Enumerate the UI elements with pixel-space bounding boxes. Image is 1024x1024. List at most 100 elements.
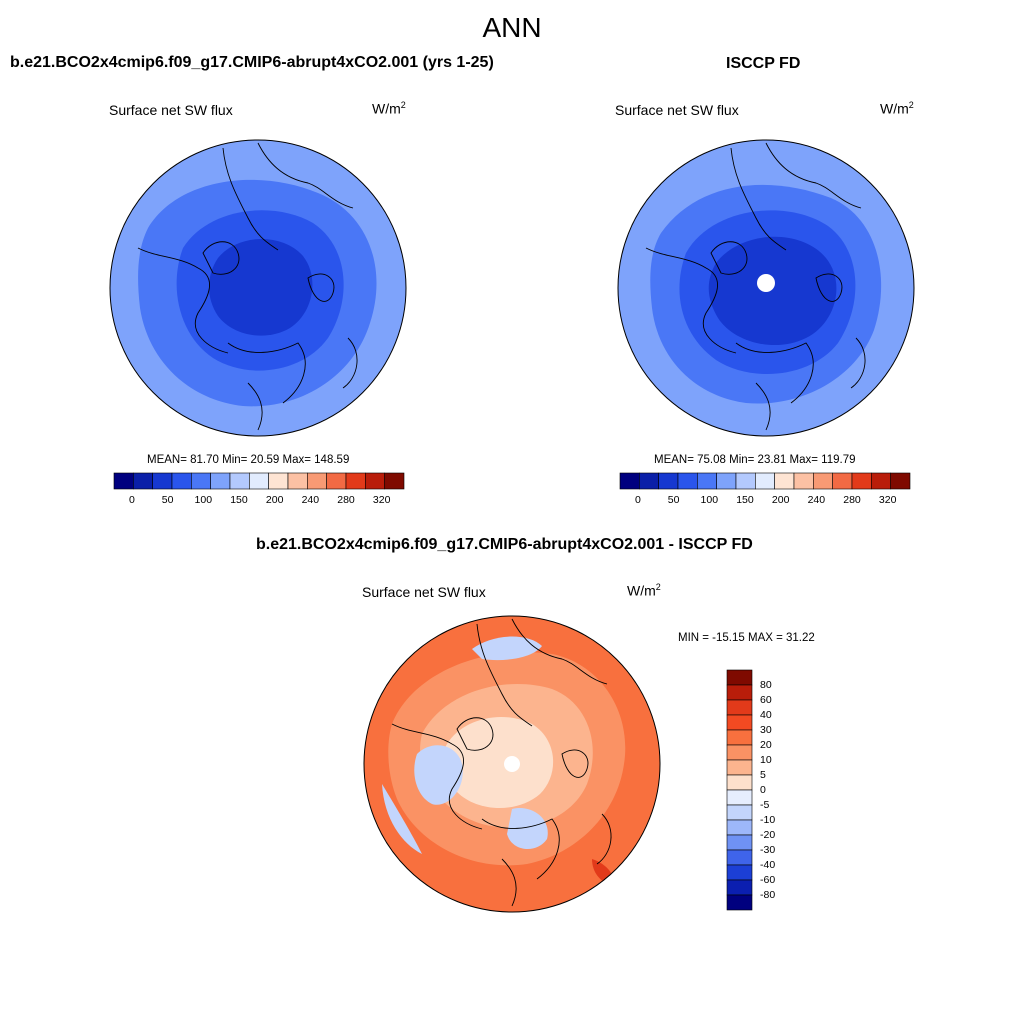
diff-negative-region-3	[507, 808, 548, 850]
diff-colorbar-tick-label: 30	[760, 724, 772, 736]
panel2-colorbar	[619, 472, 911, 490]
diff-colorbar-tick-label: -10	[760, 814, 776, 826]
diff-colorbar-swatch	[726, 729, 753, 746]
panel1-core-field	[209, 238, 313, 336]
panel1-stats: MEAN= 81.70 Min= 20.59 Max= 148.59	[147, 454, 350, 466]
diff-colorbar-swatch	[726, 744, 753, 761]
diff-colorbar-tick-label: 5	[760, 769, 766, 781]
panel1-colorbar-swatch	[287, 472, 308, 490]
panel2-colorbar-tick-label: 100	[700, 494, 719, 506]
diff-colorbar-swatch	[726, 759, 753, 776]
panel2-colorbar-swatch	[851, 472, 872, 490]
diff-colorbar-swatch	[726, 849, 753, 866]
diff-colorbar-tick-label: 80	[760, 679, 772, 691]
panel1-colorbar-tick-label: 280	[337, 494, 355, 506]
panel1-colorbar-swatch	[384, 472, 405, 490]
panel2-colorbar-swatch	[735, 472, 756, 490]
panel2-colorbar-tick-label: 320	[878, 494, 897, 506]
panel2-colorbar-swatch	[639, 472, 659, 490]
diff-colorbar-tick-label: -30	[760, 844, 776, 856]
panel1-colorbar-swatch	[133, 472, 153, 490]
diff-coastlines	[391, 618, 612, 907]
diff-colorbar-swatch	[726, 699, 753, 716]
panel2-colorbar-swatch	[716, 472, 737, 490]
panel2-coastlines	[645, 142, 866, 431]
panel2-variable-label: Surface net SW flux	[615, 102, 739, 118]
panel1-polar-map	[109, 139, 407, 437]
panel1-colorbar-tick-label: 50	[161, 494, 174, 506]
panel1-variable-label: Surface net SW flux	[109, 102, 233, 118]
panel2-colorbar-tick-label: 50	[667, 494, 680, 506]
diff-negative-region-2	[472, 636, 542, 661]
panel1-colorbar-swatch	[249, 472, 269, 490]
diff-variable-label: Surface net SW flux	[362, 584, 486, 600]
panel1-colorbar-tick-label: 320	[372, 494, 391, 506]
diff-colorbar-tick-label: -80	[760, 889, 776, 901]
panel1-colorbar-swatch	[345, 472, 366, 490]
diff-polar-map	[363, 615, 661, 913]
panel1-units: W/m2	[372, 100, 406, 117]
panel2-colorbar-swatch	[677, 472, 698, 490]
diff-colorbar-swatch	[726, 774, 753, 791]
diff-colorbar-tick-label: 0	[760, 784, 766, 796]
diff-colorbar-tick-label: 60	[760, 694, 772, 706]
panel2-colorbar-tick-label: 150	[736, 494, 754, 506]
main-title: ANN	[482, 12, 542, 43]
panel2-colorbar-swatch	[793, 472, 814, 490]
diff-colorbar-labels: 80 60 40 30 20 10 5 0 -5 -10 -20 -30 -40 -60 -80	[760, 670, 800, 910]
panel2-colorbar-swatch	[813, 472, 833, 490]
panel1-colorbar-swatch	[210, 472, 231, 490]
diff-colorbar-swatch	[726, 714, 753, 731]
panel1-colorbar-swatch	[152, 472, 173, 490]
diff-colorbar-swatch	[726, 789, 753, 806]
diff-colorbar-swatch	[726, 894, 753, 911]
panel1-colorbar-swatch	[307, 472, 327, 490]
panel1-colorbar-tick-label: 150	[230, 494, 248, 506]
panel1-colorbar-swatch	[113, 472, 134, 490]
diff-colorbar-tick-label: -20	[760, 829, 776, 841]
panel1-colorbar-labels: 0 50 100 150 200 240 280 320	[114, 494, 404, 508]
panel1-colorbar-swatch	[191, 472, 211, 490]
diff-core-field	[442, 716, 554, 809]
panel2-missing-data-hole	[757, 274, 775, 292]
panel2-colorbar-swatch	[697, 472, 717, 490]
panel2-polar-map	[617, 139, 915, 437]
panel2-colorbar-labels: 0 50 100 150 200 240 280 320	[620, 494, 910, 508]
panel2-colorbar-tick-label: 240	[807, 494, 826, 506]
diff-map-border	[363, 615, 661, 913]
diff-colorbar-swatch	[726, 864, 753, 881]
diff-colorbar-swatch	[726, 669, 753, 686]
panel2-colorbar-tick-label: 280	[843, 494, 861, 506]
diff-colorbar-swatch	[726, 834, 753, 851]
diff-colorbar-tick-label: -40	[760, 859, 776, 871]
panel1-coastlines	[137, 142, 358, 431]
panel2-colorbar-tick-label: 200	[771, 494, 790, 506]
diff-minmax: MIN = -15.15 MAX = 31.22	[678, 632, 815, 644]
panel1-title: b.e21.BCO2x4cmip6.f09_g17.CMIP6-abrupt4x…	[10, 54, 494, 71]
diff-colorbar-swatch	[726, 879, 753, 896]
panel2-colorbar-swatch	[658, 472, 679, 490]
diff-colorbar-swatch	[726, 684, 753, 701]
panel1-colorbar-swatch	[268, 472, 289, 490]
panel1-map-border	[109, 139, 407, 437]
panel1-colorbar-tick-label: 200	[265, 494, 284, 506]
panel2-map-border	[617, 139, 915, 437]
panel2-colorbar-tick-label: 0	[635, 494, 641, 506]
panel1-colorbar-swatch	[229, 472, 250, 490]
panel2-colorbar-swatch	[774, 472, 795, 490]
panel2-title: ISCCP FD	[726, 55, 801, 72]
panel2-stats: MEAN= 75.08 Min= 23.81 Max= 119.79	[654, 454, 856, 466]
diff-colorbar-swatch	[726, 819, 753, 836]
diff-negative-region-4	[382, 784, 422, 854]
panel2-colorbar-swatch	[619, 472, 640, 490]
panel1-colorbar-swatch	[171, 472, 192, 490]
panel2-colorbar-swatch	[832, 472, 853, 490]
panel1-colorbar-tick-label: 100	[194, 494, 213, 506]
diff-colorbar-tick-label: 20	[760, 739, 772, 751]
panel2-colorbar-swatch	[890, 472, 911, 490]
panel1-colorbar	[113, 472, 405, 490]
diff-colorbar-tick-label: -5	[760, 799, 770, 811]
diff-colorbar-swatch	[726, 804, 753, 821]
panel1-colorbar-swatch	[326, 472, 347, 490]
panel2-colorbar-swatch	[871, 472, 891, 490]
